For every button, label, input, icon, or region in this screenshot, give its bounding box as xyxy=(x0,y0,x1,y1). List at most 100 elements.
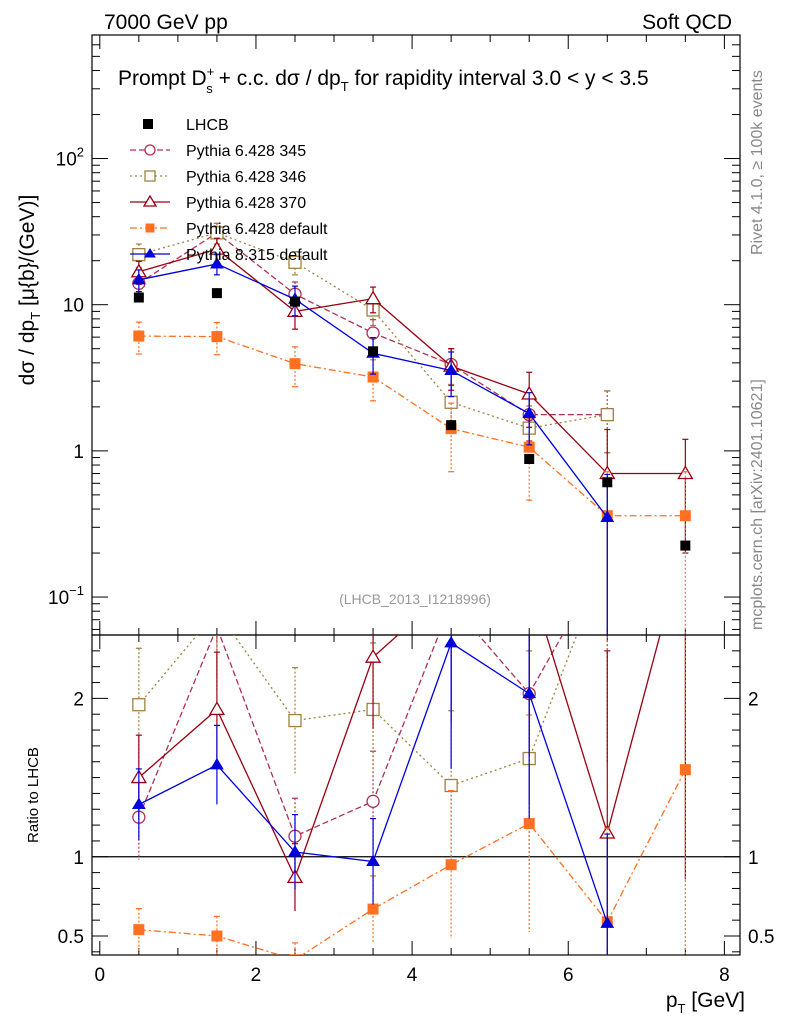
legend-label: Pythia 6.428 346 xyxy=(186,169,306,186)
ratio-tick-label: 1 xyxy=(73,848,84,869)
legend-entry: Pythia 6.428 370 xyxy=(130,194,306,212)
mcplots-label: mcplots.cern.ch [arXiv:2401.10621] xyxy=(749,379,766,630)
y-label-unit: [μ{b}/(GeV)] xyxy=(16,195,39,312)
chart-title: Prompt D+ s + c.c. dσ / dpT for rapidity … xyxy=(118,64,649,96)
ratio-point xyxy=(210,757,224,770)
data-point xyxy=(211,331,223,343)
legend: LHCB Pythia 6.428 345 Pythia 6.428 346 Pyth… xyxy=(130,117,328,264)
main-plot xyxy=(130,222,694,635)
title-sup: + xyxy=(207,64,215,79)
title-suffix: for rapidity interval 3.0 < y < 3.5 xyxy=(349,67,649,90)
lhcb-data xyxy=(133,288,691,551)
ratio-point xyxy=(288,845,302,857)
legend-marker xyxy=(144,170,156,182)
data-point xyxy=(444,363,459,375)
title-prefix: Prompt D xyxy=(118,67,207,90)
series-line xyxy=(138,248,686,475)
title-sub: s xyxy=(206,81,213,96)
ratio-point xyxy=(366,794,380,808)
data-point xyxy=(600,407,614,422)
y-tick-label-base: 1 xyxy=(73,442,84,463)
data-point xyxy=(522,406,537,419)
y-tick-label: 1 xyxy=(73,442,84,463)
lhcb-point xyxy=(680,540,691,551)
ratio-point xyxy=(600,916,615,928)
ratio-point xyxy=(444,635,459,648)
legend-label: Pythia 8.315 default xyxy=(186,247,328,264)
ratio-point xyxy=(211,930,223,942)
ratio-series-3 xyxy=(133,635,691,955)
ratio-series-4 xyxy=(131,635,615,955)
ratio-tick-label: 2 xyxy=(73,689,84,710)
x-tick-label: 8 xyxy=(719,965,730,986)
x-tick-label: 6 xyxy=(563,965,574,986)
ratio-point xyxy=(132,698,146,712)
ratio-point xyxy=(522,686,537,699)
data-point xyxy=(132,248,146,262)
legend-marker xyxy=(145,223,155,233)
legend-label: Pythia 6.428 345 xyxy=(186,143,306,160)
ratio-point xyxy=(131,797,146,810)
ratio-tick-label-right: 2 xyxy=(748,689,759,710)
y-tick-label-base: 10 xyxy=(63,296,84,317)
legend-marker-lhcb xyxy=(143,119,153,129)
legend-label-lhcb: LHCB xyxy=(186,117,229,134)
ratio-point xyxy=(211,605,223,617)
ratio-point xyxy=(364,648,382,663)
x-label-unit: [GeV] xyxy=(685,989,745,1012)
data-point xyxy=(133,330,145,342)
y-label-sub: T xyxy=(28,312,43,320)
data-point xyxy=(289,358,301,370)
ratio-point xyxy=(679,764,691,776)
series-line xyxy=(138,335,686,517)
legend-entry-lhcb: LHCB xyxy=(143,117,229,134)
y-axis-label: dσ / dpT [μ{b}/(GeV)] xyxy=(16,195,43,386)
data-point xyxy=(679,510,691,522)
legend-entry: Pythia 6.428 346 xyxy=(130,169,306,186)
lhcb-point xyxy=(211,288,222,299)
legend-entry: Pythia 8.315 default xyxy=(130,247,328,264)
legend-marker xyxy=(142,194,158,207)
legend-label: Pythia 6.428 default xyxy=(186,221,328,238)
data-point xyxy=(444,395,458,409)
ratio-series-0 xyxy=(132,635,608,875)
ratio-line xyxy=(138,635,661,880)
ratio-tick-label: 0.5 xyxy=(58,927,84,948)
title-middle: + c.c. dσ / dp xyxy=(213,67,341,90)
data-point xyxy=(131,272,146,285)
series-2 xyxy=(130,237,694,635)
x-tick-label: 2 xyxy=(251,965,262,986)
header-left: 7000 GeV pp xyxy=(104,11,228,34)
x-axis-label: pT [GeV] xyxy=(666,989,745,1016)
data-point xyxy=(600,510,615,523)
lhcb-point xyxy=(133,292,144,303)
y-tick-label-exp: 2 xyxy=(77,145,84,160)
ratio-point xyxy=(445,859,457,871)
rivet-label: Rivet 4.1.0, ≥ 100k events xyxy=(749,70,766,255)
ratio-frame xyxy=(91,634,741,956)
y-label-main: dσ / dp xyxy=(16,320,39,386)
watermark: (LHCB_2013_I1218996) xyxy=(339,591,491,607)
x-label-main: p xyxy=(666,989,678,1012)
data-point xyxy=(364,290,382,305)
ratio-point xyxy=(523,818,535,830)
ratio-tick-label-right: 0.5 xyxy=(748,927,774,948)
ratio-point xyxy=(444,778,458,793)
y-tick-label: 10−1 xyxy=(48,583,84,609)
y-tick-label-exp: −1 xyxy=(69,583,84,598)
x-label-sub: T xyxy=(678,1001,686,1016)
y-tick-label: 10 xyxy=(63,296,84,317)
lhcb-point xyxy=(602,477,613,488)
ratio-line xyxy=(138,769,686,955)
ratio-point xyxy=(522,573,536,585)
lhcb-point xyxy=(368,346,379,357)
x-tick-label: 4 xyxy=(407,965,418,986)
y-tick-label-base: 10 xyxy=(56,150,77,171)
legend-marker xyxy=(144,248,156,258)
ratio-point xyxy=(367,903,379,915)
legend-entry: Pythia 6.428 default xyxy=(130,221,328,238)
legend-label: Pythia 6.428 370 xyxy=(186,195,306,212)
ratio-y-axis-label: Ratio to LHCB xyxy=(25,747,42,843)
lhcb-point xyxy=(524,453,535,464)
